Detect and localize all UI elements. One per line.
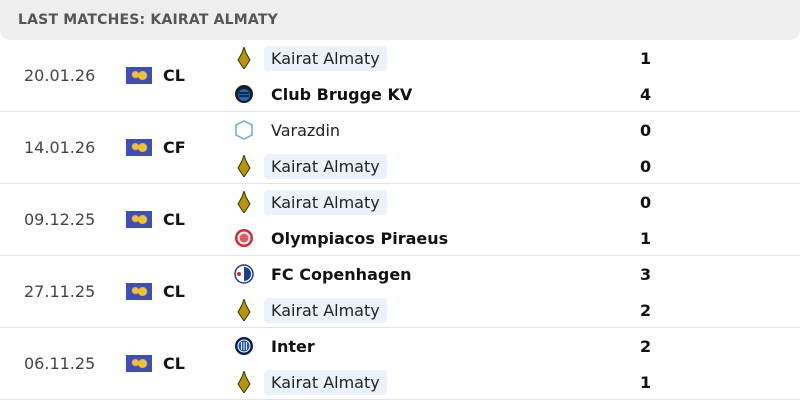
section-header: LAST MATCHES: KAIRAT ALMATY <box>0 0 800 40</box>
home-team: Varazdin 0 <box>234 116 794 144</box>
world-flag-icon <box>126 355 152 372</box>
home-team: Kairat Almaty 1 <box>234 44 794 72</box>
team-score: 0 <box>640 156 652 176</box>
away-team: Kairat Almaty 0 <box>234 152 794 180</box>
team-score: 4 <box>640 84 652 104</box>
team-score: 2 <box>640 336 652 356</box>
competition: CL <box>126 256 185 327</box>
competition: CF <box>126 112 186 183</box>
away-team: Kairat Almaty 2 <box>234 296 794 324</box>
match-row[interactable]: 27.11.25 CL FC Copenhagen 3 Kairat Almat… <box>0 256 800 328</box>
team-name[interactable]: Kairat Almaty <box>264 297 387 323</box>
team-name[interactable]: Inter <box>271 336 315 356</box>
home-team: Inter 2 <box>234 332 794 360</box>
away-team: Kairat Almaty 1 <box>234 368 794 396</box>
olympiacos-logo-icon <box>234 228 254 248</box>
competition-label: CL <box>163 66 185 85</box>
team-score: 1 <box>640 48 652 68</box>
match-date: 27.11.25 <box>24 282 96 301</box>
team-name[interactable]: FC Copenhagen <box>271 264 412 284</box>
competition: CL <box>126 40 185 111</box>
kairat-logo-icon <box>234 371 254 393</box>
team-score: 2 <box>640 300 652 320</box>
world-flag-icon <box>126 283 152 300</box>
match-row[interactable]: 20.01.26 CL Kairat Almaty 1 Club Brugge … <box>0 40 800 112</box>
competition-label: CF <box>163 138 186 157</box>
match-row[interactable]: 14.01.26 CF Varazdin 0 Kairat Almaty 0 <box>0 112 800 184</box>
inter-logo-icon <box>234 336 254 356</box>
team-name[interactable]: Kairat Almaty <box>264 369 387 395</box>
match-date: 14.01.26 <box>24 138 96 157</box>
match-list: 20.01.26 CL Kairat Almaty 1 Club Brugge … <box>0 40 800 400</box>
team-name[interactable]: Kairat Almaty <box>264 153 387 179</box>
home-team: Kairat Almaty 0 <box>234 188 794 216</box>
varazdin-logo-icon <box>234 120 254 140</box>
team-score: 1 <box>640 228 652 248</box>
kairat-logo-icon <box>234 191 254 213</box>
world-flag-icon <box>126 139 152 156</box>
match-date: 06.11.25 <box>24 354 96 373</box>
match-row[interactable]: 06.11.25 CL Inter 2 Kairat Almaty 1 <box>0 328 800 400</box>
team-name[interactable]: Olympiacos Piraeus <box>271 228 449 248</box>
match-date: 09.12.25 <box>24 210 96 229</box>
team-name[interactable]: Kairat Almaty <box>264 45 387 71</box>
team-score: 0 <box>640 192 652 212</box>
away-team: Club Brugge KV 4 <box>234 80 794 108</box>
copenhagen-logo-icon <box>234 264 254 284</box>
match-date: 20.01.26 <box>24 66 96 85</box>
away-team: Olympiacos Piraeus 1 <box>234 224 794 252</box>
kairat-logo-icon <box>234 155 254 177</box>
team-score: 1 <box>640 372 652 392</box>
competition-label: CL <box>163 354 185 373</box>
kairat-logo-icon <box>234 299 254 321</box>
team-name[interactable]: Varazdin <box>271 120 341 140</box>
home-team: FC Copenhagen 3 <box>234 260 794 288</box>
team-name[interactable]: Club Brugge KV <box>271 84 413 104</box>
team-score: 0 <box>640 120 652 140</box>
team-name[interactable]: Kairat Almaty <box>264 189 387 215</box>
brugge-logo-icon <box>234 84 254 104</box>
match-row[interactable]: 09.12.25 CL Kairat Almaty 0 Olympiacos P… <box>0 184 800 256</box>
competition-label: CL <box>163 210 185 229</box>
competition: CL <box>126 328 185 399</box>
section-title: LAST MATCHES: KAIRAT ALMATY <box>18 12 278 28</box>
world-flag-icon <box>126 211 152 228</box>
kairat-logo-icon <box>234 47 254 69</box>
world-flag-icon <box>126 67 152 84</box>
competition: CL <box>126 184 185 255</box>
team-score: 3 <box>640 264 652 284</box>
competition-label: CL <box>163 282 185 301</box>
